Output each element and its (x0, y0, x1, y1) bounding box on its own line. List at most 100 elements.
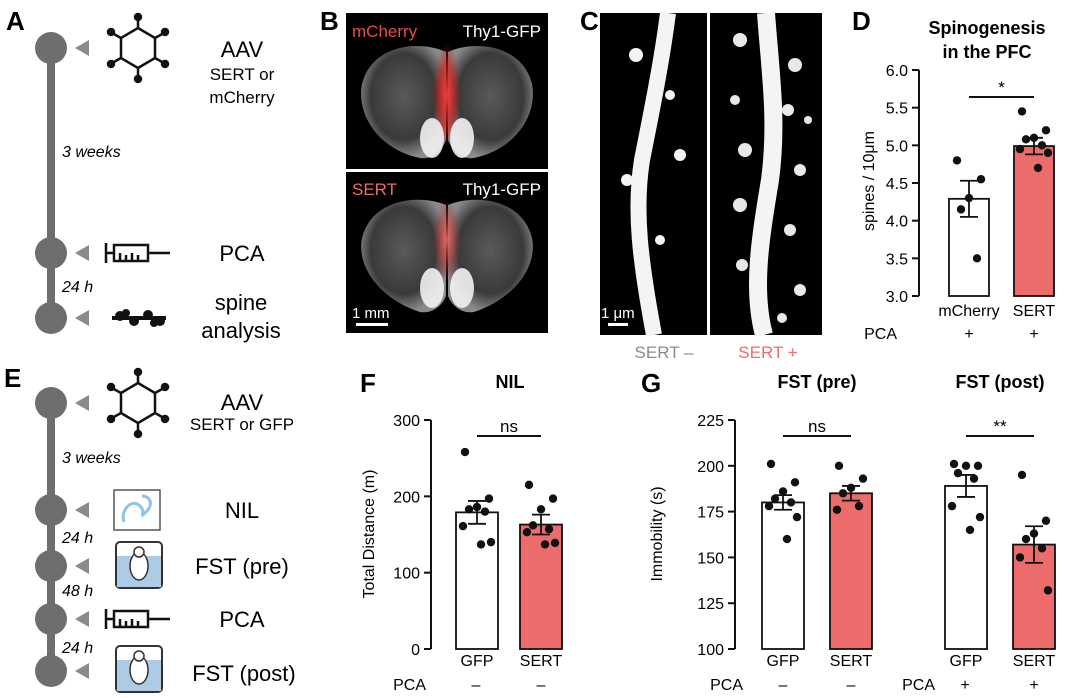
y-tick-label: 200 (393, 489, 420, 506)
syringe-icon (104, 609, 170, 629)
timeline-node (35, 603, 67, 635)
y-tick-label: 100 (393, 566, 420, 583)
pca-value: – (847, 677, 856, 694)
data-point (786, 498, 796, 507)
interval-label: 48 h (62, 583, 93, 600)
data-point (464, 505, 474, 514)
category-label: GFP (950, 653, 983, 670)
arrow-icon (75, 40, 89, 56)
panel-d: D Spinogenesis in the PFC spines / 10μm … (852, 6, 1055, 343)
panel-d-letter: D (852, 6, 871, 36)
data-point (952, 156, 962, 165)
data-point (1037, 544, 1047, 553)
spine-label: spine (215, 290, 268, 315)
data-point (548, 494, 558, 503)
category-label: SERT (1013, 303, 1056, 320)
scale-label: 1 μm (601, 305, 635, 322)
timeline-node (35, 550, 67, 582)
y-tick-label: 225 (697, 413, 724, 430)
label-thy1-top: Thy1-GFP (463, 22, 541, 41)
data-point (1029, 133, 1039, 142)
data-point (782, 534, 792, 544)
data-point (1043, 148, 1053, 158)
data-point (522, 528, 532, 537)
data-point (480, 507, 490, 516)
bar (944, 485, 988, 650)
data-point (1017, 470, 1027, 480)
label-mcherry: mCherry (352, 22, 418, 41)
category-label: GFP (767, 653, 800, 670)
data-point (766, 459, 776, 469)
y-tick-label: 200 (697, 459, 724, 476)
y-tick-label: 175 (697, 505, 724, 522)
data-point (949, 459, 959, 469)
data-point (1017, 107, 1027, 116)
data-point (965, 525, 975, 535)
chart-f: 0 100 200 300 GFP SERT ns (393, 413, 563, 670)
category-label: GFP (461, 653, 494, 670)
label-sert: SERT (352, 180, 397, 199)
dendrite-shaft (630, 11, 676, 337)
timeline-a (47, 48, 55, 318)
nil-label: NIL (225, 498, 259, 523)
syringe-icon (104, 243, 170, 263)
label-sert-plus: SERT + (738, 343, 797, 362)
pca-row-label: PCA (710, 677, 743, 694)
y-tick-label: 300 (393, 413, 420, 430)
timeline-node (35, 655, 67, 687)
panel-e-letter: E (4, 363, 21, 393)
arrow-icon (75, 611, 89, 627)
data-point (1033, 163, 1043, 173)
pca-value: + (964, 326, 973, 343)
data-point (1021, 534, 1031, 544)
data-point (472, 502, 482, 512)
dendrite-spines (621, 48, 686, 245)
data-point (846, 483, 856, 492)
data-point (528, 521, 538, 530)
arrow-icon (75, 395, 89, 411)
data-point (961, 461, 971, 470)
interval-label: 24 h (61, 279, 93, 296)
significance-label: * (998, 78, 1005, 97)
data-point (969, 474, 979, 483)
scale-bar (608, 323, 628, 326)
data-point (770, 494, 780, 503)
label-thy1-bottom: Thy1-GFP (463, 180, 541, 199)
aav-sub: SERT or GFP (190, 415, 294, 434)
data-point (854, 501, 864, 511)
arrow-icon (75, 663, 89, 679)
dendrite-icon (112, 309, 166, 327)
brain-section-top (361, 43, 533, 159)
chart-title-pre: FST (pre) (778, 372, 857, 392)
panel-b-letter: B (320, 6, 339, 36)
pca-value: – (537, 677, 546, 694)
category-label: SERT (1013, 653, 1056, 670)
y-axis-label: Immobility (s) (649, 486, 666, 581)
chart-d: 3.0 3.5 4.0 4.5 5.0 5.5 6.0 mCherry SERT * (886, 63, 1056, 320)
data-point (524, 480, 534, 490)
virus-icon (106, 12, 170, 84)
pca-value: + (1029, 326, 1038, 343)
data-point (1015, 553, 1025, 562)
arrow-icon (75, 502, 89, 518)
pca-value: + (960, 677, 969, 694)
y-tick-label: 0 (411, 642, 420, 659)
data-point (458, 521, 468, 531)
aav-label: AAV (221, 390, 264, 415)
label-sert-minus: SERT – (635, 343, 694, 362)
panel-f-letter: F (360, 368, 376, 398)
pca-value: + (1029, 677, 1038, 694)
beaker-mouse-icon (115, 541, 163, 589)
aav-label: AAV (221, 37, 264, 62)
bar (761, 501, 805, 650)
y-tick-label: 150 (697, 550, 724, 567)
pca-label: PCA (219, 241, 265, 266)
y-tick-label: 4.5 (886, 176, 908, 193)
arrow-icon (75, 310, 89, 326)
pca-value: – (779, 677, 788, 694)
interval-label: 24 h (61, 640, 93, 657)
bar (829, 492, 873, 650)
data-point (1037, 141, 1047, 150)
data-point (1041, 126, 1051, 135)
panel-f: F NIL Total Distance (m) 0 100 200 300 GFP SE… (360, 368, 563, 694)
